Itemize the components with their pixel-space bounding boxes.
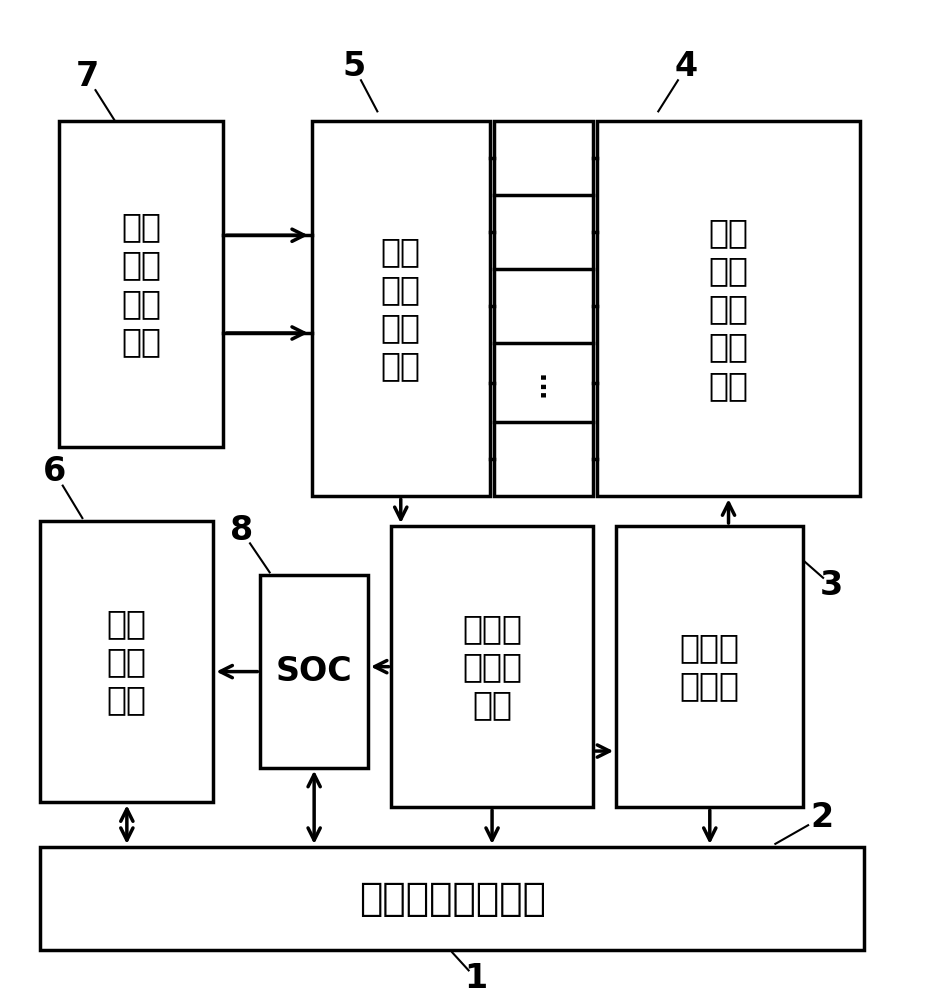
Bar	[59, 121, 223, 447]
Bar	[616, 526, 804, 807]
Text: 8: 8	[230, 514, 253, 547]
Bar	[495, 121, 593, 496]
Bar	[597, 121, 860, 496]
Text: 超级电
容测量
模块: 超级电 容测量 模块	[463, 612, 522, 721]
Text: SOC: SOC	[276, 655, 352, 688]
Text: 3: 3	[820, 569, 843, 602]
Text: 1: 1	[464, 962, 487, 995]
Text: 2: 2	[811, 801, 834, 834]
Bar	[260, 575, 368, 768]
Text: 超级
电容
开关
阵列
模块: 超级 电容 开关 阵列 模块	[708, 216, 749, 402]
Text: ···: ···	[531, 369, 556, 397]
Text: 4: 4	[674, 50, 698, 83]
Bar	[312, 121, 490, 496]
Text: 6: 6	[42, 455, 66, 488]
Text: 人机
交互
模块: 人机 交互 模块	[106, 607, 147, 716]
Text: 超级
电容
阵列
模块: 超级 电容 阵列 模块	[381, 235, 421, 383]
Text: 微处理器控制模块: 微处理器控制模块	[359, 880, 545, 918]
Text: 直流
充电
电源
模块: 直流 充电 电源 模块	[121, 210, 161, 358]
Text: 7: 7	[75, 60, 99, 93]
Text: 开关驱
动模块: 开关驱 动模块	[680, 631, 739, 702]
Text: 5: 5	[342, 50, 365, 83]
Bar	[392, 526, 593, 807]
Bar	[41, 847, 865, 950]
Bar	[41, 521, 214, 802]
